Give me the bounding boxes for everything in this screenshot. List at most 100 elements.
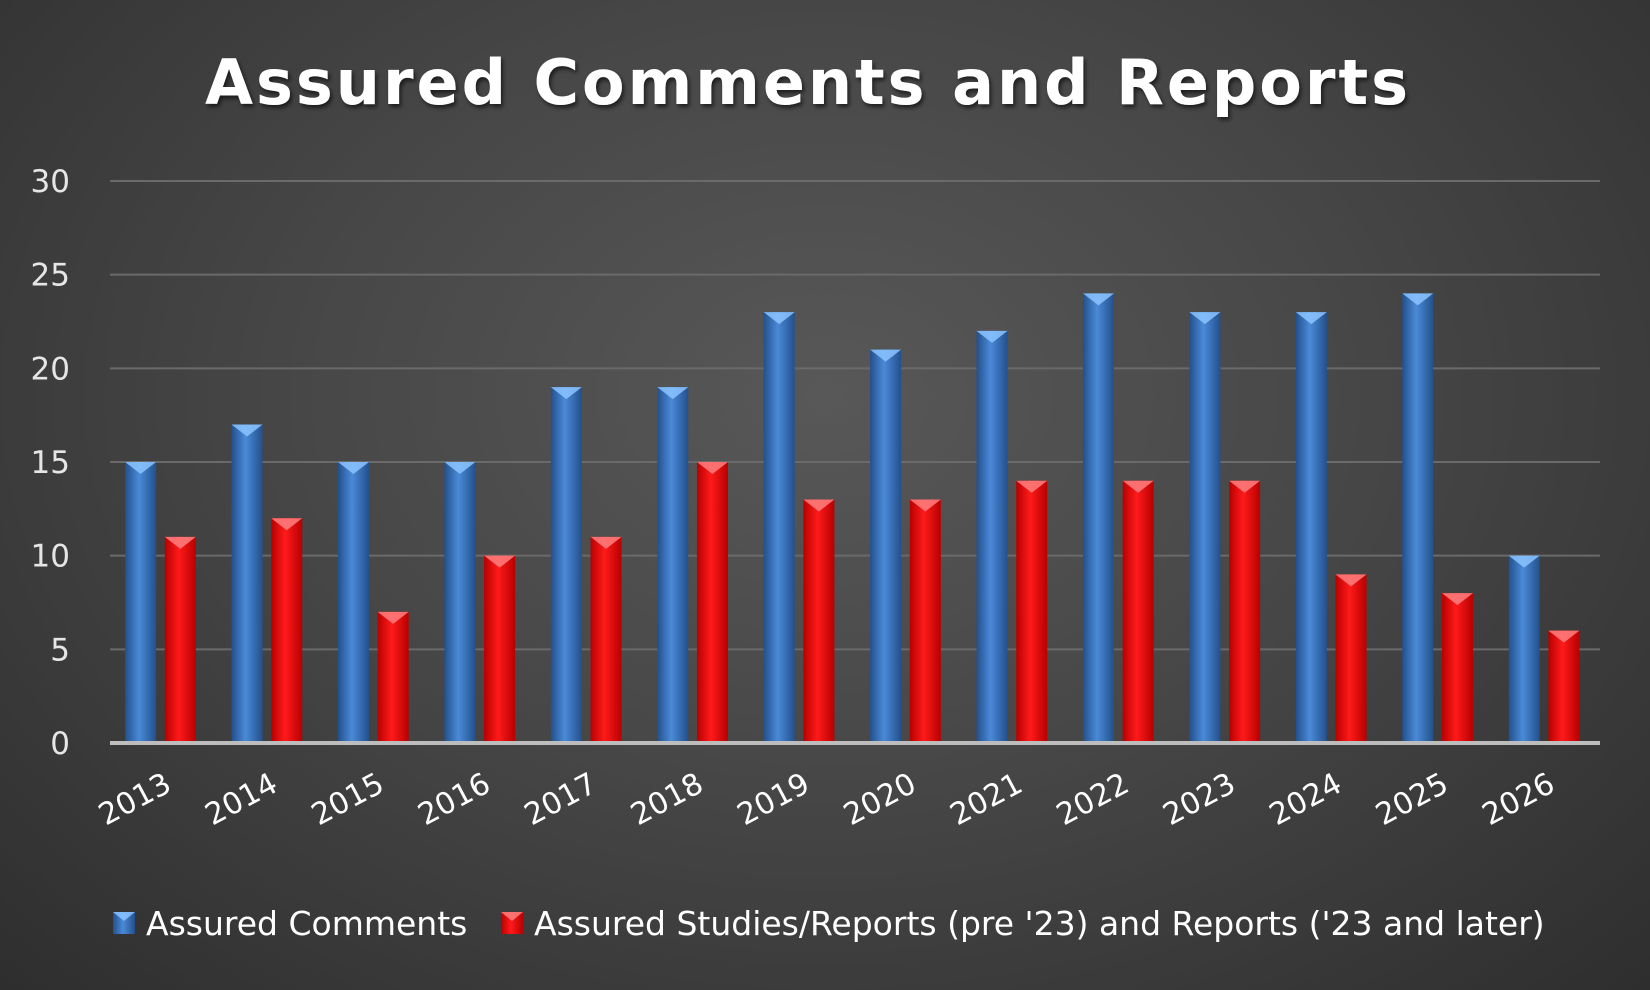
bar-body-assured-comments-2023 (1189, 312, 1221, 743)
x-tick-label-2014: 2014 (200, 766, 284, 833)
legend-item-assured-studies-reports: Assured Studies/Reports (pre '23) and Re… (501, 904, 1545, 943)
x-tick-label-2018: 2018 (625, 766, 709, 833)
bar-body-assured-comments-2022 (1082, 293, 1114, 743)
bar-body-assured-comments-2014 (231, 424, 263, 743)
bar-assured-studies-reports-2019 (803, 499, 835, 743)
x-tick-label-2016: 2016 (412, 766, 496, 833)
legend-label-assured-studies-reports: Assured Studies/Reports (pre '23) and Re… (534, 904, 1545, 943)
bar-body-assured-studies-reports-2017 (590, 536, 622, 743)
bar-assured-studies-reports-2026 (1548, 630, 1580, 743)
bar-body-assured-studies-reports-2026 (1548, 630, 1580, 743)
bar-body-assured-comments-2016 (444, 462, 476, 743)
bar-body-assured-studies-reports-2015 (377, 611, 409, 743)
bar-assured-comments-2020 (870, 349, 902, 743)
x-tick-label-2025: 2025 (1370, 766, 1454, 833)
bar-cap-assured-studies-reports-2020 (909, 499, 941, 512)
bar-cap-assured-studies-reports-2022 (1122, 480, 1154, 493)
bar-assured-comments-2015 (337, 462, 369, 743)
legend-label-assured-comments: Assured Comments (146, 904, 467, 943)
bar-cap-assured-comments-2022 (1082, 293, 1114, 306)
bar-cap-assured-comments-2014 (231, 424, 263, 437)
gridlines (110, 180, 1600, 651)
bar-body-assured-studies-reports-2014 (271, 518, 303, 743)
x-tick-label-2024: 2024 (1264, 766, 1348, 833)
x-axis-ticks: 2013 2014 2015 2016 2017 2018 2019 2020 2021 2022… (93, 766, 1560, 833)
bar-body-assured-comments-2018 (657, 387, 689, 743)
x-tick-label-2020: 2020 (838, 766, 922, 833)
x-tick-label-2019: 2019 (732, 766, 816, 833)
bar-cap-assured-studies-reports-2013 (164, 536, 196, 549)
bar-body-assured-comments-2026 (1508, 555, 1540, 743)
bar-cap-assured-studies-reports-2016 (484, 555, 516, 568)
bar-assured-studies-reports-2016 (484, 555, 516, 743)
x-tick-label-2023: 2023 (1157, 766, 1241, 833)
bar-body-assured-comments-2017 (550, 387, 582, 743)
bar-assured-studies-reports-2017 (590, 536, 622, 743)
bar-cap-assured-studies-reports-2017 (590, 536, 622, 549)
y-tick-label-30: 30 (31, 164, 70, 200)
bar-cap-assured-comments-2016 (444, 462, 476, 474)
bar-body-assured-comments-2025 (1402, 293, 1434, 743)
bar-body-assured-comments-2019 (763, 312, 795, 743)
bar-cap-assured-studies-reports-2014 (271, 518, 303, 531)
bar-body-assured-studies-reports-2018 (696, 462, 728, 743)
y-tick-label-10: 10 (31, 539, 70, 575)
bar-assured-studies-reports-2023 (1229, 480, 1261, 743)
bar-assured-studies-reports-2020 (909, 499, 941, 743)
bar-cap-assured-comments-2018 (657, 387, 689, 400)
bar-assured-studies-reports-2024 (1335, 574, 1367, 743)
bar-cap-assured-comments-2013 (125, 462, 157, 474)
bar-cap-assured-comments-2025 (1402, 293, 1434, 306)
bar-assured-studies-reports-2021 (1016, 480, 1048, 743)
legend-swatch-assured-studies-reports (501, 912, 523, 934)
x-tick-label-2017: 2017 (519, 766, 603, 833)
bar-body-assured-studies-reports-2025 (1441, 593, 1473, 743)
y-tick-label-20: 20 (31, 351, 70, 387)
bar-body-assured-studies-reports-2024 (1335, 574, 1367, 743)
bar-cap-assured-comments-2024 (1295, 312, 1327, 325)
chart-title: Assured Comments and Reports (205, 46, 1411, 119)
bar-assured-comments-2013 (125, 462, 157, 743)
bar-assured-comments-2023 (1189, 312, 1221, 743)
x-tick-label-2026: 2026 (1477, 766, 1561, 833)
bar-cap-assured-studies-reports-2024 (1335, 574, 1367, 587)
bar-assured-comments-2025 (1402, 293, 1434, 743)
bar-cap-assured-studies-reports-2026 (1548, 630, 1580, 643)
bar-assured-comments-2022 (1082, 293, 1114, 743)
bar-body-assured-comments-2024 (1295, 312, 1327, 743)
bar-body-assured-comments-2020 (870, 349, 902, 743)
bar-assured-studies-reports-2025 (1441, 593, 1473, 743)
bar-assured-comments-2026 (1508, 555, 1540, 743)
y-tick-label-0: 0 (50, 726, 70, 762)
bar-body-assured-studies-reports-2020 (909, 499, 941, 743)
bar-cap-assured-comments-2020 (870, 349, 902, 362)
bar-cap-assured-studies-reports-2018 (696, 462, 728, 474)
bar-cap-assured-comments-2017 (550, 387, 582, 400)
bar-cap-assured-studies-reports-2015 (377, 611, 409, 624)
bar-assured-comments-2024 (1295, 312, 1327, 743)
bar-cap-assured-comments-2023 (1189, 312, 1221, 325)
bar-body-assured-studies-reports-2021 (1016, 480, 1048, 743)
bar-cap-assured-comments-2015 (337, 462, 369, 474)
y-axis-ticks: 0 5 10 15 20 25 30 (31, 164, 70, 762)
bar-cap-assured-studies-reports-2023 (1229, 480, 1261, 493)
legend-swatch-bevel-assured-studies-reports (501, 912, 523, 921)
bar-cap-assured-comments-2021 (976, 330, 1008, 343)
bar-cap-assured-comments-2026 (1508, 555, 1540, 568)
bar-assured-studies-reports-2018 (696, 462, 728, 743)
y-tick-label-15: 15 (31, 445, 70, 481)
bars (125, 293, 1580, 743)
legend-item-assured-comments: Assured Comments (113, 904, 467, 943)
bar-body-assured-comments-2015 (337, 462, 369, 743)
y-tick-label-25: 25 (31, 258, 70, 294)
bar-assured-comments-2014 (231, 424, 263, 743)
bar-cap-assured-studies-reports-2025 (1441, 593, 1473, 606)
bar-cap-assured-studies-reports-2019 (803, 499, 835, 512)
x-tick-label-2013: 2013 (93, 766, 177, 833)
bar-assured-comments-2018 (657, 387, 689, 743)
bar-assured-comments-2016 (444, 462, 476, 743)
x-tick-label-2022: 2022 (1051, 766, 1135, 833)
bar-assured-studies-reports-2022 (1122, 480, 1154, 743)
legend-swatch-assured-comments (113, 912, 135, 934)
legend: Assured Comments Assured Studies/Reports… (113, 904, 1545, 943)
